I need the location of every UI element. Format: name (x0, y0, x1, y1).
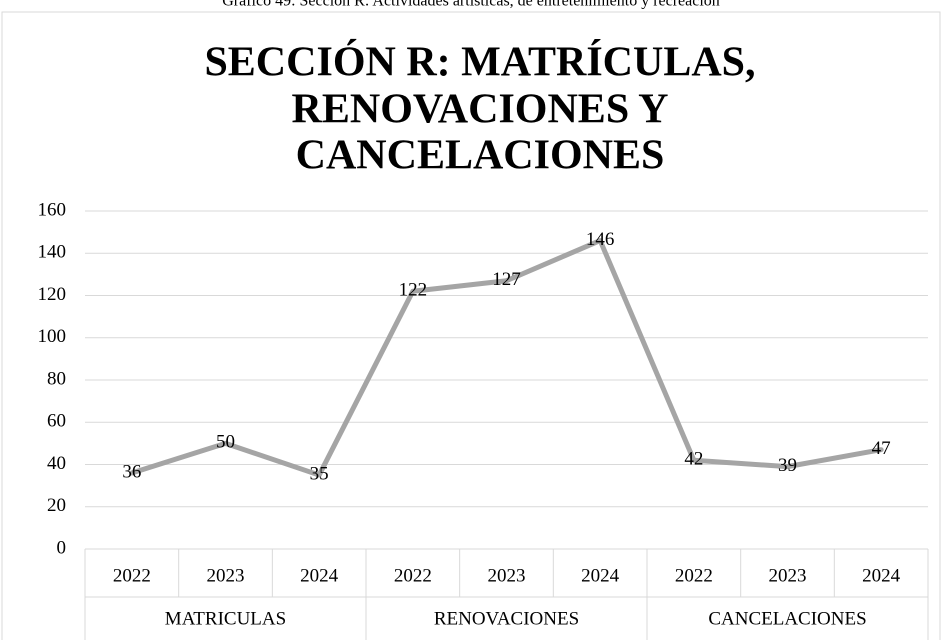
chart-title: SECCIÓN R: MATRÍCULAS, (204, 39, 755, 86)
x-tick-label: 2023 (488, 565, 526, 586)
y-tick-label: 120 (38, 284, 67, 305)
data-label: 35 (310, 463, 329, 484)
chart-title: CANCELACIONES (296, 133, 665, 179)
data-label: 127 (492, 269, 521, 290)
chart-title: RENOVACIONES Y (292, 87, 669, 133)
y-tick-label: 60 (47, 411, 66, 432)
x-tick-label: 2022 (113, 565, 151, 586)
x-tick-label: 2022 (675, 565, 713, 586)
group-label: CANCELACIONES (708, 608, 866, 629)
caption: Gráfico 49: Sección R: Actividades artís… (222, 0, 720, 10)
y-tick-label: 80 (47, 368, 66, 389)
data-label: 42 (684, 449, 703, 470)
data-label: 146 (586, 229, 615, 250)
y-tick-label: 40 (47, 453, 66, 474)
y-tick-label: 20 (47, 495, 66, 516)
line-series (129, 238, 884, 478)
y-tick-label: 0 (57, 537, 67, 558)
x-tick-label: 2023 (207, 565, 245, 586)
x-tick-label: 2024 (862, 565, 901, 586)
data-label: 47 (872, 438, 891, 459)
x-tick-label: 2023 (769, 565, 807, 586)
y-tick-label: 160 (38, 199, 67, 220)
x-tick-label: 2022 (394, 565, 432, 586)
x-tick-label: 2024 (300, 565, 339, 586)
data-label: 122 (399, 280, 428, 301)
data-label: 39 (778, 455, 797, 476)
group-label: MATRICULAS (165, 608, 286, 629)
x-tick-label: 2024 (581, 565, 620, 586)
chart-border (1, 11, 941, 640)
data-label: 50 (216, 432, 235, 453)
y-tick-label: 140 (38, 242, 67, 263)
y-tick-label: 100 (38, 326, 67, 347)
group-label: RENOVACIONES (434, 608, 579, 629)
data-label: 36 (122, 461, 141, 482)
